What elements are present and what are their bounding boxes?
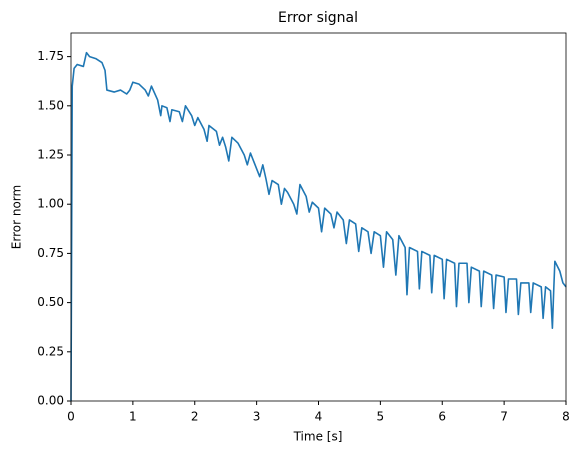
- y-tick-label: 1.25: [37, 148, 64, 162]
- x-tick-label: 5: [377, 410, 385, 424]
- y-tick-label: 0.50: [37, 295, 64, 309]
- x-tick-label: 8: [562, 410, 570, 424]
- y-tick-label: 0.00: [37, 394, 64, 408]
- chart-title: Error signal: [278, 10, 358, 26]
- x-tick-label: 7: [500, 410, 508, 424]
- x-tick-label: 1: [129, 410, 137, 424]
- y-tick-label: 0.75: [37, 246, 64, 260]
- x-axis-label: Time [s]: [293, 430, 343, 444]
- x-tick-label: 6: [438, 410, 446, 424]
- plot-frame: [70, 32, 567, 402]
- line-series: [70, 51, 567, 402]
- x-tick-label: 2: [191, 410, 199, 424]
- y-axis-label: Error norm: [10, 185, 24, 249]
- x-tick-label: 3: [253, 410, 261, 424]
- y-tick-label: 1.75: [37, 49, 64, 63]
- x-tick-label: 4: [315, 410, 323, 424]
- y-tick-label: 0.25: [37, 344, 64, 358]
- x-tick-label: 0: [67, 410, 75, 424]
- y-tick-label: 1.50: [37, 98, 64, 112]
- y-tick-label: 1.00: [37, 197, 64, 211]
